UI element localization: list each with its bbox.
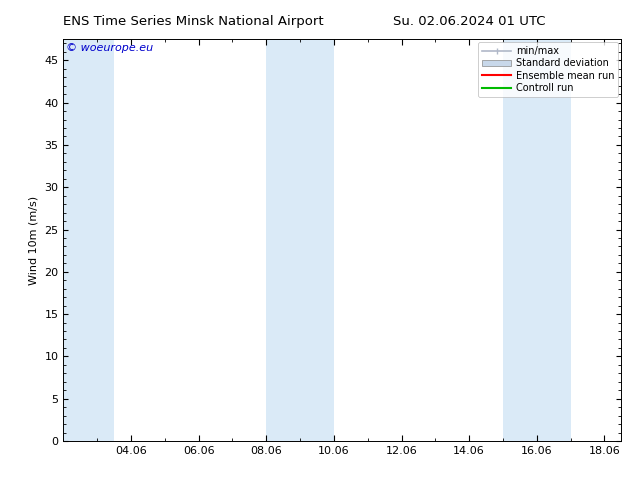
Bar — [266, 39, 334, 441]
Legend: min/max, Standard deviation, Ensemble mean run, Controll run: min/max, Standard deviation, Ensemble me… — [478, 42, 618, 97]
Y-axis label: Wind 10m (m/s): Wind 10m (m/s) — [29, 196, 39, 285]
Text: ENS Time Series Minsk National Airport: ENS Time Series Minsk National Airport — [63, 15, 324, 28]
Text: © woeurope.eu: © woeurope.eu — [66, 43, 153, 53]
Bar — [503, 39, 571, 441]
Bar — [63, 39, 114, 441]
Text: Su. 02.06.2024 01 UTC: Su. 02.06.2024 01 UTC — [393, 15, 546, 28]
